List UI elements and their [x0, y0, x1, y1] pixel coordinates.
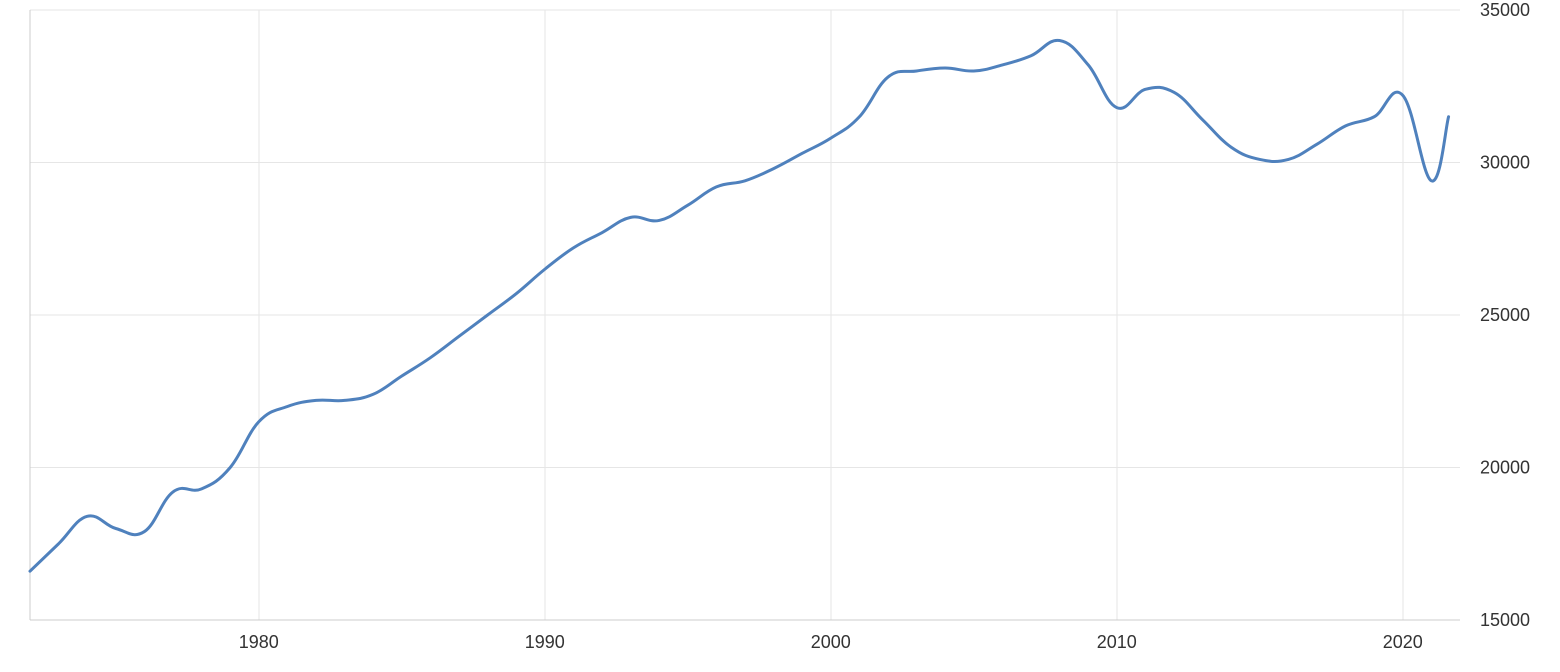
y-tick-label: 15000 — [1480, 610, 1530, 630]
x-tick-label: 2020 — [1383, 632, 1423, 652]
y-tick-label: 20000 — [1480, 458, 1530, 478]
y-tick-label: 25000 — [1480, 305, 1530, 325]
x-tick-label: 1990 — [525, 632, 565, 652]
chart-background — [0, 0, 1560, 672]
x-tick-label: 2000 — [811, 632, 851, 652]
y-tick-label: 35000 — [1480, 0, 1530, 20]
x-tick-label: 1980 — [239, 632, 279, 652]
chart-svg: 1980 1990 2000 2010 2020 15000 20000 25000 30000… — [0, 0, 1560, 672]
x-tick-label: 2010 — [1097, 632, 1137, 652]
line-chart: 1980 1990 2000 2010 2020 15000 20000 25000 30000… — [0, 0, 1560, 672]
y-tick-label: 30000 — [1480, 153, 1530, 173]
